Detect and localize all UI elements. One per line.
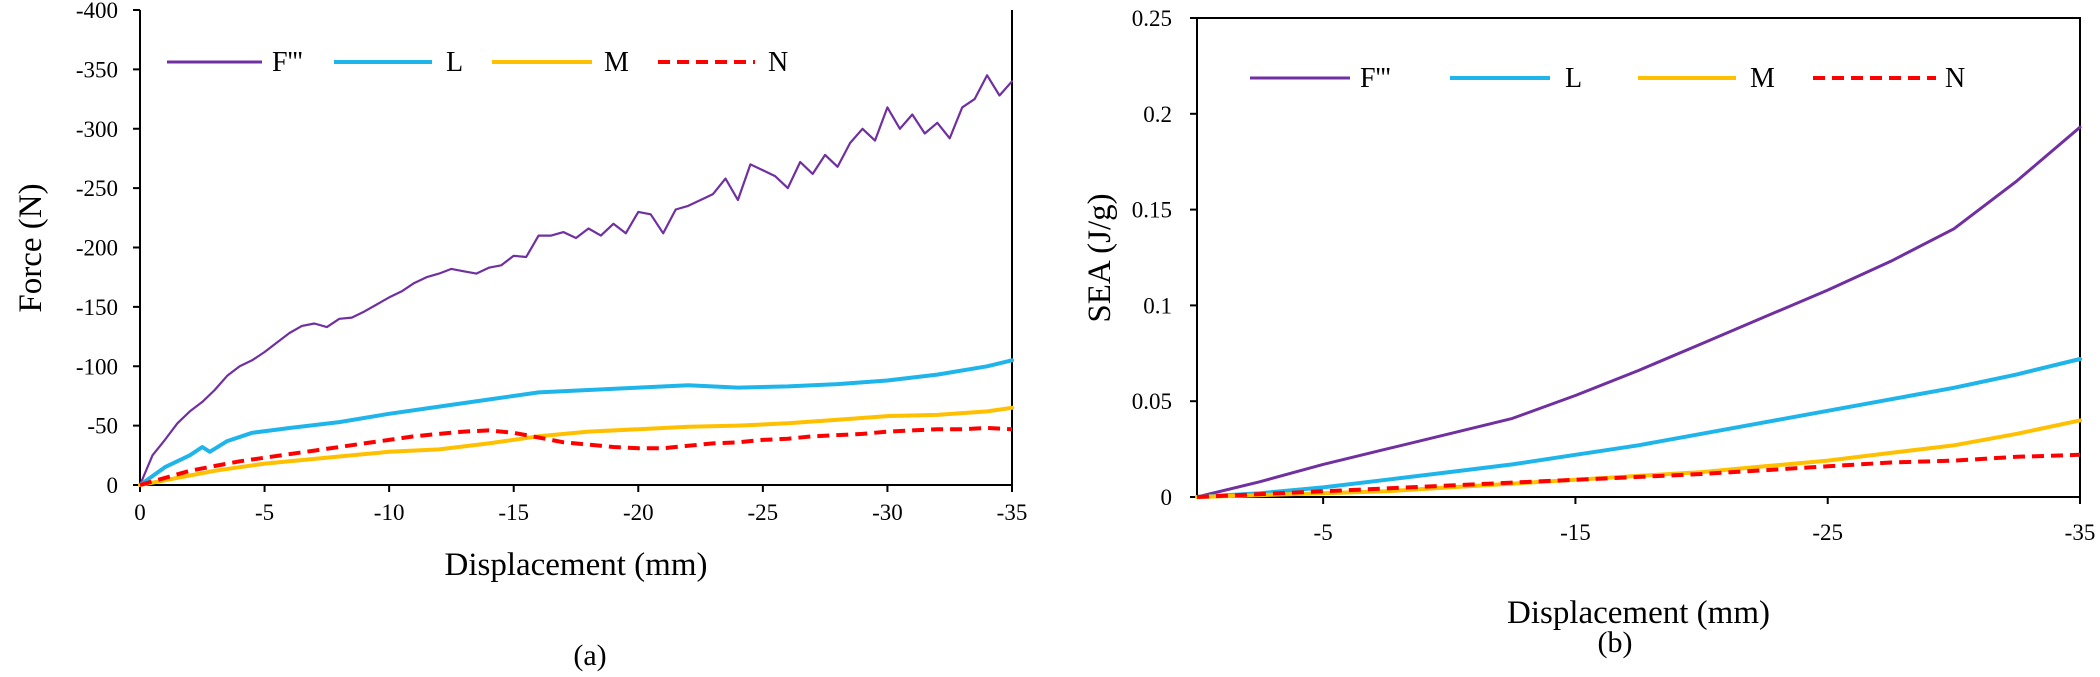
x-tick-label: -5	[255, 500, 274, 525]
y-tick-label: -50	[87, 414, 118, 439]
x-tick-label: -25	[1812, 520, 1843, 545]
panel-caption: (a)	[573, 639, 606, 672]
y-tick-label: 0.05	[1132, 389, 1172, 414]
x-tick-label: -15	[1560, 520, 1591, 545]
x-tick-label: -30	[872, 500, 903, 525]
x-tick-label: -25	[748, 500, 779, 525]
chart-sea-displacement: 0 0.05 0.1 0.15 0.2 0.25 -5 -15 -25 -35 Displaceme…	[1082, 6, 2095, 659]
chart-force-displacement: 0 -50 -100 -150 -200 -250 -300 -350 -400 0 -5 -10 -1…	[13, 0, 1027, 672]
legend-label-m: M	[1750, 63, 1775, 94]
series-line-n	[1196, 452, 2081, 499]
series-line-l	[1195, 357, 2082, 499]
x-axis-label: Displacement (mm)	[444, 547, 707, 583]
legend-label-l: L	[446, 47, 463, 78]
legend-label-l: L	[1565, 63, 1582, 94]
legend-label-n: N	[1945, 63, 1965, 94]
x-axis-label: Displacement (mm)	[1507, 595, 1770, 631]
legend-label-fppp: F'''	[272, 47, 303, 78]
y-tick-label: -300	[76, 117, 118, 142]
legend-label-fppp: F'''	[1360, 63, 1391, 94]
y-tick-label: 0	[107, 473, 119, 498]
y-tick-label: 0	[1161, 485, 1173, 510]
y-tick-label: -400	[76, 0, 118, 23]
series-line-fppp	[1195, 125, 2082, 499]
series-line-l	[138, 358, 1014, 487]
x-tick-label: 0	[134, 500, 146, 525]
x-tick-label: -35	[997, 500, 1028, 525]
series-line-fppp	[138, 74, 1014, 487]
x-tick-label: -35	[2065, 520, 2096, 545]
y-tick-label: -200	[76, 236, 118, 261]
y-axis-label: Force (N)	[13, 183, 49, 312]
legend-label-n: N	[768, 47, 788, 78]
y-tick-label: 0.2	[1143, 102, 1172, 127]
y-tick-label: 0.15	[1132, 198, 1172, 223]
x-tick-label: -15	[498, 500, 529, 525]
y-tick-label: -350	[76, 57, 118, 82]
y-tick-label: -250	[76, 176, 118, 201]
y-tick-label: -100	[76, 354, 118, 379]
series-line-n	[139, 426, 1013, 487]
series-line-m	[138, 405, 1014, 487]
x-tick-label: -10	[374, 500, 405, 525]
plot-frame	[1196, 17, 2081, 498]
y-tick-label: 0.25	[1132, 6, 1172, 31]
legend-label-m: M	[604, 47, 629, 78]
y-tick-label: 0.1	[1143, 293, 1172, 318]
x-tick-label: -20	[623, 500, 654, 525]
x-tick-label: -5	[1314, 520, 1333, 545]
y-axis-label: SEA (J/g)	[1082, 193, 1118, 322]
panel-caption: (b)	[1598, 626, 1633, 659]
y-tick-label: -150	[76, 295, 118, 320]
